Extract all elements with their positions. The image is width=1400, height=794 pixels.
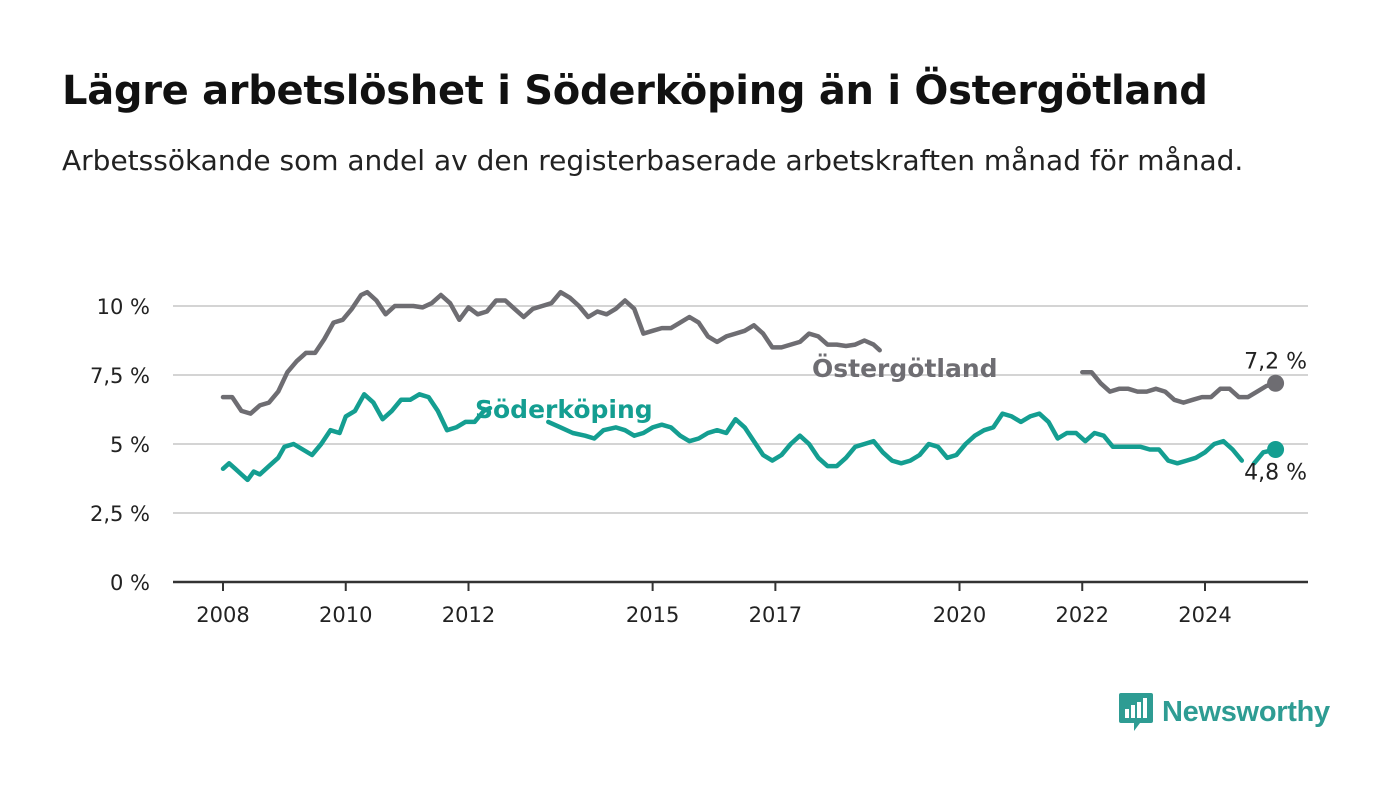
y-tick-label: 10 %: [97, 295, 150, 319]
series-line-0: [220, 289, 1278, 416]
series-end-value-0: 7,2 %: [1244, 349, 1307, 374]
series-end-marker-1: [1267, 441, 1285, 459]
y-tick-label: 2,5 %: [90, 502, 150, 526]
series-end-marker-0: [1267, 374, 1285, 392]
series-label-soderkoping: Söderköping: [475, 395, 653, 424]
x-tick-label: 2020: [933, 603, 986, 627]
chart-title: Lägre arbetslöshet i Söderköping än i Ös…: [62, 68, 1208, 114]
series-line-1: [220, 392, 1278, 483]
x-tick-label: 2008: [196, 603, 249, 627]
y-tick-label: 5 %: [110, 433, 150, 457]
x-tick-label: 2010: [319, 603, 372, 627]
brand-name: Newsworthy: [1162, 695, 1330, 728]
x-tick-label: 2012: [442, 603, 495, 627]
x-tick-label: 2024: [1178, 603, 1231, 627]
series-label-ostergotland: Östergötland: [812, 353, 998, 383]
newsworthy-logo-icon: [1119, 693, 1153, 731]
y-tick-label: 0 %: [110, 571, 150, 595]
y-tick-label: 7,5 %: [90, 364, 150, 388]
chart-subtitle: Arbetssökande som andel av den registerb…: [62, 144, 1244, 177]
series-end-value-1: 4,8 %: [1244, 461, 1307, 486]
x-tick-label: 2015: [626, 603, 679, 627]
x-tick-label: 2017: [749, 603, 802, 627]
x-tick-label: 2022: [1056, 603, 1109, 627]
brand-logo: Newsworthy: [1118, 690, 1330, 734]
